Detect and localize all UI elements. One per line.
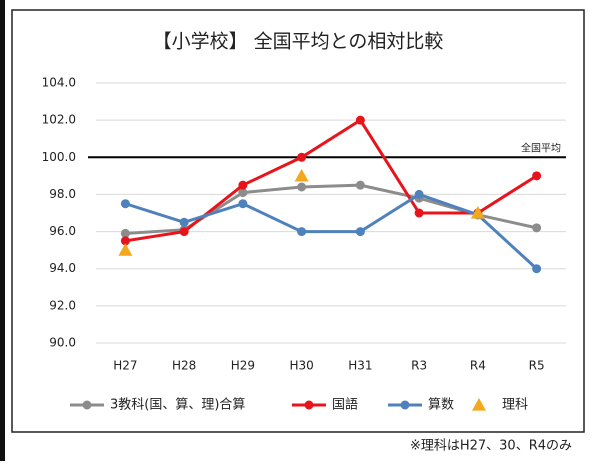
marker: [179, 227, 189, 237]
x-tick-label: H29: [231, 359, 255, 373]
marker: [238, 180, 248, 190]
y-tick-label: 94.0: [49, 261, 76, 275]
marker: [294, 168, 309, 182]
series-line: [124, 192, 538, 270]
marker: [355, 115, 365, 125]
legend-label: 算数: [428, 398, 454, 413]
marker: [120, 228, 130, 238]
note: ※理科はH27、30、R4のみ: [410, 439, 572, 454]
chart-frame: [11, 9, 585, 433]
x-tick-label: R4: [470, 359, 486, 373]
marker: [120, 199, 130, 209]
marker: [414, 208, 424, 218]
legend-marker: [400, 400, 410, 410]
x-tick-label: H27: [113, 359, 137, 373]
y-tick-label: 100.0: [42, 150, 76, 164]
marker: [532, 223, 542, 233]
y-tick-label: 90.0: [49, 336, 76, 350]
left-edge: [0, 0, 5, 461]
y-tick-label: 92.0: [49, 298, 76, 312]
marker: [179, 217, 189, 227]
marker: [297, 152, 307, 162]
legend-marker: [304, 400, 314, 410]
marker: [355, 227, 365, 237]
marker: [470, 206, 485, 219]
marker: [297, 182, 307, 192]
y-tick-label: 104.0: [42, 76, 76, 90]
legend-label: 3教科(国、算、理)合算: [110, 397, 245, 413]
marker: [118, 243, 133, 256]
reference-label: 全国平均: [521, 141, 561, 154]
marker: [238, 199, 248, 209]
x-tick-label: H30: [289, 359, 313, 373]
x-tick-label: R3: [411, 359, 427, 373]
marker: [120, 236, 130, 246]
marker: [414, 189, 424, 199]
chart-title: 【小学校】 全国平均との相対比較: [153, 31, 444, 53]
marker: [355, 180, 365, 190]
x-tick-label: H28: [172, 359, 196, 373]
marker: [532, 171, 542, 181]
marker: [238, 188, 248, 198]
y-tick-label: 102.0: [42, 113, 76, 127]
y-tick-label: 98.0: [49, 187, 76, 201]
legend-label: 国語: [332, 397, 358, 413]
x-tick-label: H31: [348, 359, 372, 373]
legend-marker: [82, 400, 92, 410]
legend-label: 理科: [502, 398, 528, 413]
marker: [532, 264, 542, 274]
marker: [297, 227, 307, 237]
x-tick-label: R5: [529, 359, 545, 373]
y-tick-label: 96.0: [49, 224, 76, 238]
legend-marker: [472, 398, 486, 411]
